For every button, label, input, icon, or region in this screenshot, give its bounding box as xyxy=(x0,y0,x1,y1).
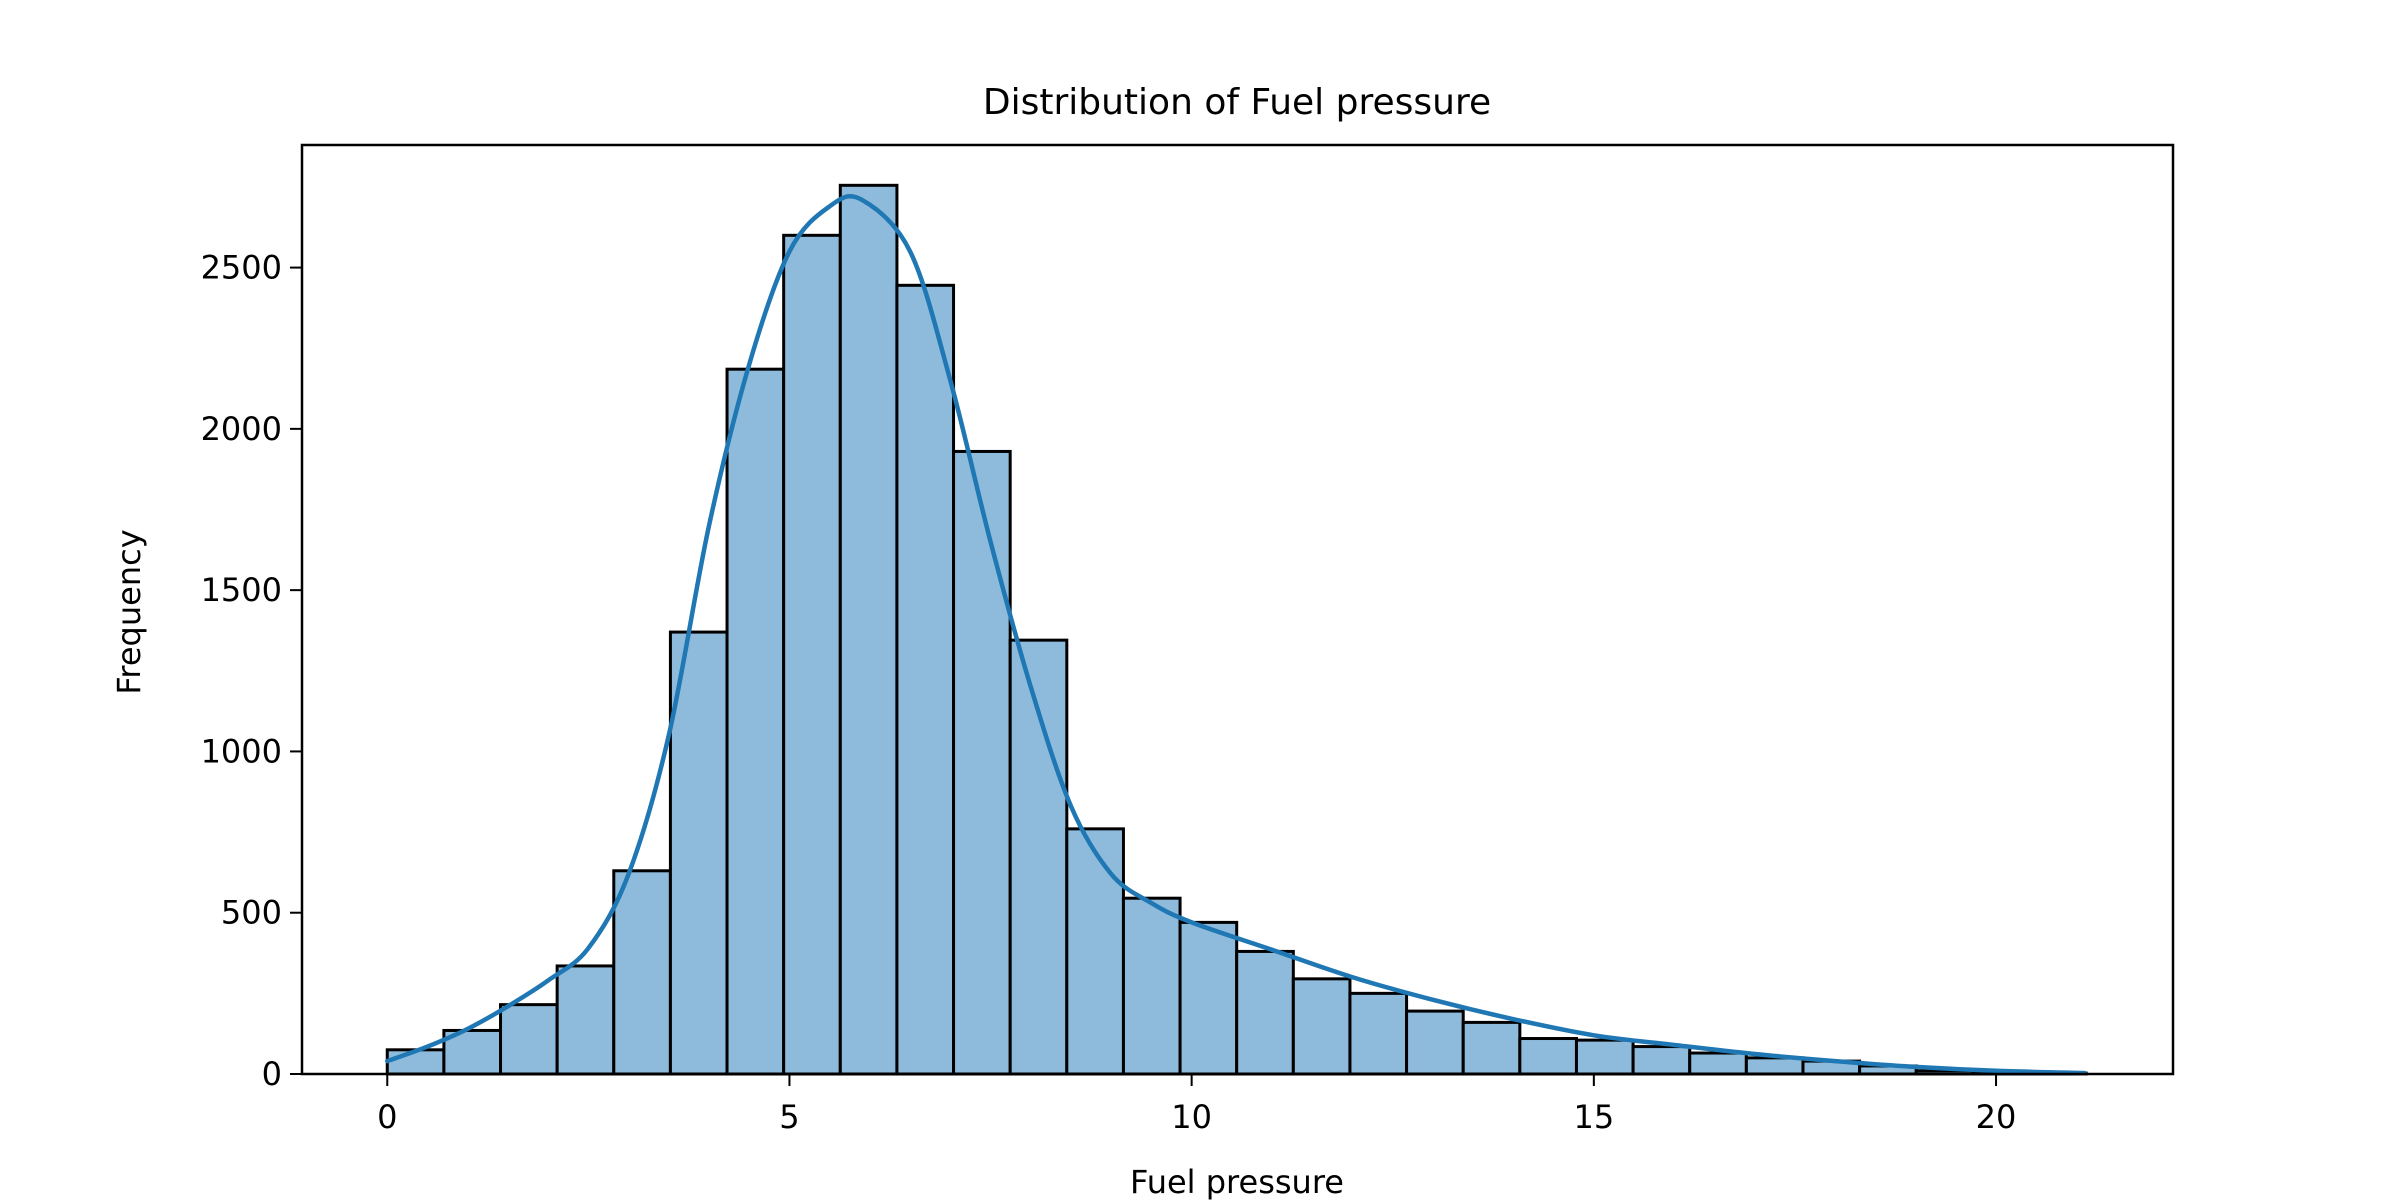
histogram-bar xyxy=(1688,1051,1748,1076)
x-tick-label: 5 xyxy=(779,1098,799,1136)
histogram-bar xyxy=(1518,1037,1578,1076)
x-tick-label: 15 xyxy=(1573,1098,1614,1136)
y-axis-label: Frequency xyxy=(110,529,148,694)
histogram-bar xyxy=(725,367,786,1076)
histogram-bar xyxy=(612,869,672,1076)
histogram-bar xyxy=(952,449,1012,1076)
x-axis-label: Fuel pressure xyxy=(1130,1163,1344,1200)
bars-group xyxy=(385,183,2088,1076)
y-axis: 0 500 1000 1500 2000 2500 xyxy=(201,249,302,1093)
x-axis: 0 5 10 15 20 xyxy=(377,1074,2016,1136)
y-tick-label: 2000 xyxy=(201,410,282,448)
histogram-bar xyxy=(1235,949,1295,1076)
histogram-bar xyxy=(1405,1009,1465,1076)
histogram-bar xyxy=(1744,1056,1805,1076)
histogram-bar xyxy=(1291,977,1352,1076)
histogram-bar xyxy=(668,630,729,1076)
y-tick-label: 1500 xyxy=(201,571,282,609)
histogram-bar xyxy=(838,183,899,1076)
histogram-bar xyxy=(895,283,956,1076)
x-tick-label: 0 xyxy=(377,1098,397,1136)
histogram-bar xyxy=(1348,991,1409,1076)
plot-frame xyxy=(300,143,2175,1076)
y-tick-label: 1000 xyxy=(201,732,282,770)
x-tick-label: 20 xyxy=(1976,1098,2017,1136)
y-tick-label: 0 xyxy=(262,1055,282,1093)
histogram-bar xyxy=(555,964,616,1076)
histogram-bar xyxy=(1574,1038,1635,1076)
y-tick-label: 2500 xyxy=(201,249,282,287)
histogram-bar xyxy=(1631,1045,1692,1076)
chart-title: Distribution of Fuel pressure xyxy=(983,82,1491,123)
histogram-bar xyxy=(1178,920,1239,1076)
histogram-bar xyxy=(1461,1020,1522,1076)
x-tick-label: 10 xyxy=(1171,1098,1212,1136)
y-tick-label: 500 xyxy=(221,894,282,932)
histogram-bar xyxy=(1121,896,1182,1076)
histogram-bar xyxy=(782,233,842,1076)
histogram-bar xyxy=(1065,827,1125,1076)
histogram-bar xyxy=(499,1003,559,1076)
kde-curve xyxy=(385,194,2087,1076)
